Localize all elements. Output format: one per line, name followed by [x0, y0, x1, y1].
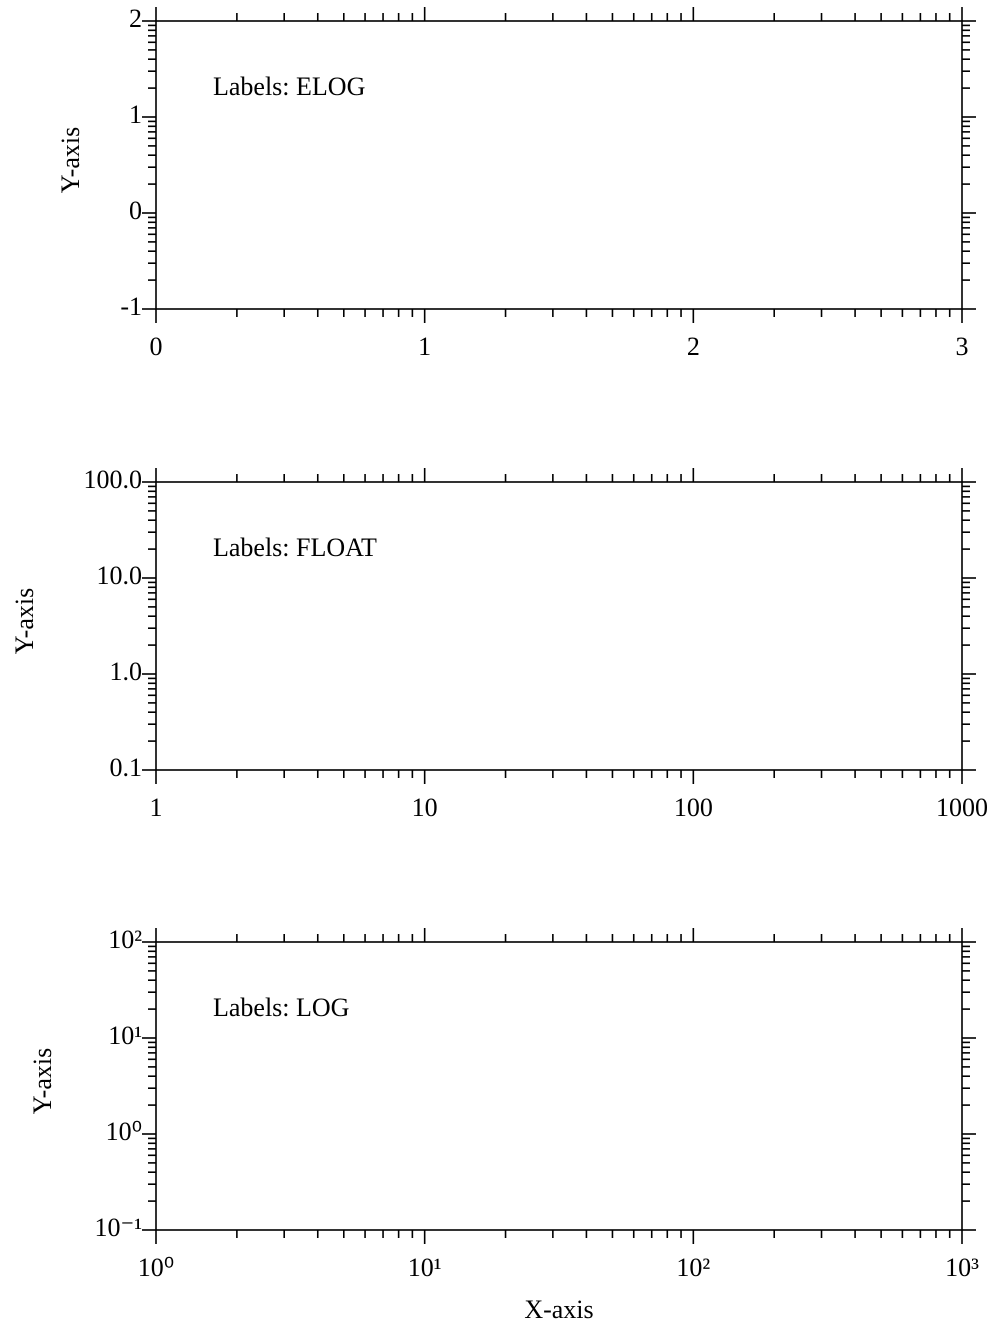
y-axis-label: Y-axis	[28, 1048, 57, 1114]
y-axis-label: Y-axis	[56, 127, 85, 193]
x-axis-label: X-axis	[524, 1295, 593, 1324]
y-tick-label: -1	[120, 292, 142, 321]
y-tick-label: 10²	[108, 925, 142, 954]
x-tick-label: 10²	[676, 1253, 710, 1282]
y-tick-label: 1.0	[110, 657, 143, 686]
x-tick-label: 10³	[945, 1253, 979, 1282]
x-tick-label: 100	[674, 793, 713, 822]
y-tick-label: 10.0	[97, 561, 143, 590]
y-tick-label: 0	[129, 196, 142, 225]
y-axis-label: Y-axis	[10, 588, 39, 654]
x-tick-label: 3	[956, 332, 969, 361]
plot-frame	[155, 941, 963, 1231]
x-tick-label: 1	[418, 332, 431, 361]
y-tick-label: 10⁻¹	[94, 1213, 142, 1242]
x-tick-label: 10¹	[408, 1253, 442, 1282]
y-tick-label: 1	[129, 100, 142, 129]
plot-frame	[155, 481, 963, 771]
annotation: Labels: ELOG	[213, 72, 365, 101]
x-tick-label: 1	[150, 793, 163, 822]
x-tick-label: 1000	[936, 793, 988, 822]
annotation: Labels: LOG	[213, 993, 349, 1022]
y-tick-label: 10⁰	[106, 1117, 142, 1146]
x-tick-label: 0	[150, 332, 163, 361]
x-tick-label: 10⁰	[138, 1253, 174, 1282]
y-tick-label: 100.0	[84, 465, 143, 494]
annotation: Labels: FLOAT	[213, 533, 377, 562]
plot-frame	[155, 20, 963, 310]
x-tick-label: 10	[412, 793, 438, 822]
x-tick-label: 2	[687, 332, 700, 361]
y-tick-label: 0.1	[110, 753, 143, 782]
y-tick-label: 10¹	[108, 1021, 142, 1050]
y-tick-label: 2	[129, 4, 142, 33]
